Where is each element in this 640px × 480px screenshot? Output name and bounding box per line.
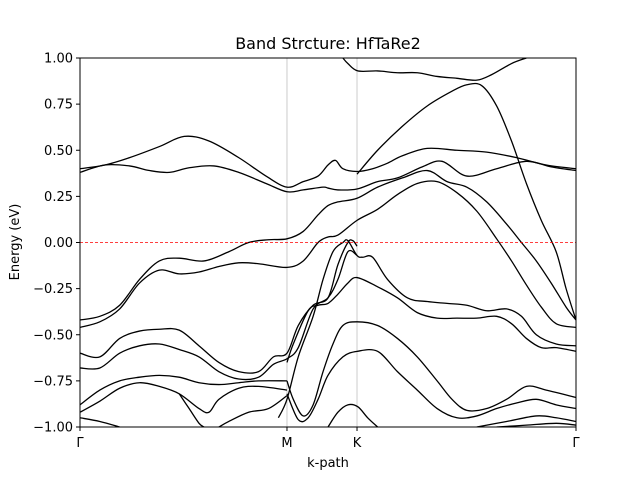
band-line-18: [476, 415, 576, 427]
band-line-3: [356, 82, 576, 321]
y-tick-label-0: −1.00: [33, 421, 73, 436]
band-line-4: [80, 169, 576, 321]
band-line-2: [342, 58, 527, 81]
band-line-1: [80, 160, 576, 193]
band-lines: [80, 58, 576, 427]
x-tick-label-2: K: [353, 436, 362, 451]
band-line-6: [286, 276, 576, 363]
x-axis-label: k-path: [307, 456, 349, 471]
y-tick-label-4: 0.00: [44, 236, 73, 251]
band-line-16: [218, 395, 288, 427]
band-line-14: [80, 417, 120, 427]
y-tick-label-1: −0.75: [33, 374, 73, 389]
chart-title: Band Strcture: HfTaRe2: [235, 34, 421, 53]
band-line-8: [80, 239, 358, 374]
band-line-13: [80, 382, 288, 414]
band-line-11: [286, 348, 576, 423]
y-tick-label-8: 1.00: [44, 52, 73, 67]
x-tick-label-3: Γ: [572, 436, 580, 451]
y-tick-label-7: 0.75: [44, 98, 73, 113]
y-tick-label-6: 0.50: [44, 144, 73, 159]
x-tick-label-0: Γ: [76, 436, 84, 451]
band-line-15: [178, 393, 205, 427]
plot-area: −1.00 −0.75 −0.50 −0.25 0.00 0.25 0.50 0.75 1.00…: [33, 52, 580, 452]
band-line-12: [80, 374, 287, 406]
y-tick-label-2: −0.50: [33, 328, 73, 343]
band-line-9: [80, 249, 358, 381]
band-line-5: [80, 180, 576, 329]
band-line-7: [277, 239, 576, 419]
band-line-17: [327, 403, 379, 427]
band-line-19: [496, 422, 576, 427]
band-line-0: [80, 135, 576, 188]
band-line-10: [286, 321, 576, 417]
x-tick-label-1: M: [281, 436, 292, 451]
y-tick-label-3: −0.25: [33, 282, 73, 297]
y-axis-label: Energy (eV): [8, 204, 23, 281]
y-tick-label-5: 0.25: [44, 190, 73, 205]
